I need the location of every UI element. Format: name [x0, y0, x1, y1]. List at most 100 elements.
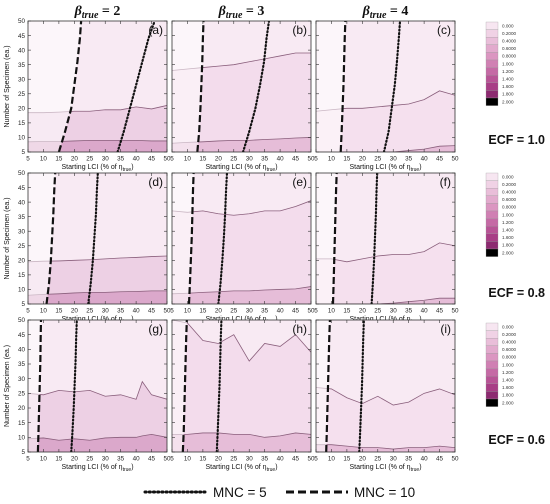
x-axis-label-main: Starting LCI (% of η: [349, 164, 410, 171]
colorbar-3: 0.000 0.2000 0.4000 0.6000 0.8000 1.000 1.200 1…: [485, 322, 516, 407]
x-tick-label: 10: [40, 456, 48, 463]
x-tick-label: 5: [314, 456, 318, 463]
x-tick-label: 50: [451, 308, 459, 315]
colorbar-label: 1.800: [502, 92, 514, 97]
x-axis-label-end: ): [275, 164, 277, 171]
x-tick-label: 20: [215, 156, 223, 163]
colorbar-label: 0.8000: [502, 54, 516, 59]
x-tick-label: 50: [451, 456, 459, 463]
panel-letter: (i): [440, 322, 451, 336]
y-tick-label: 40: [18, 199, 26, 206]
x-axis-label-end: ): [131, 464, 133, 471]
colorbar-swatch: [485, 21, 499, 30]
contour-band-2: [28, 290, 167, 304]
x-tick-label: 35: [261, 456, 269, 463]
y-tick-label: 25: [18, 243, 26, 250]
x-tick-label: 30: [102, 456, 110, 463]
beta-subscript: true: [82, 10, 99, 21]
x-axis-label-main: Starting LCI (% of η: [205, 316, 266, 323]
y-tick-label: 10: [18, 435, 26, 442]
colorbar-label: 0.000: [502, 23, 514, 28]
panel-frame: [315, 172, 456, 305]
x-axis-label-sub: true: [123, 467, 132, 473]
x-tick-label: 20: [215, 456, 223, 463]
panel-frame: [315, 20, 456, 153]
colorbar-label: 0.2000: [502, 31, 516, 36]
x-tick-label: 25: [230, 156, 238, 163]
colorbar-label: 1.400: [502, 77, 514, 82]
x-tick-label: 20: [71, 456, 79, 463]
x-tick-label: 15: [343, 308, 351, 315]
contour-layer: [316, 21, 455, 152]
colorbar-swatch: [485, 322, 499, 331]
contour-line-1: [316, 387, 455, 406]
colorbar-label: 2.000: [502, 99, 514, 104]
panel-b: 5 10 15 20 25 30 35 40 45 50 (b) Starting LCI (% of…: [170, 20, 315, 173]
colorbar-label: 1.200: [502, 370, 514, 375]
x-tick-label: 40: [421, 456, 429, 463]
x-tick-label: 20: [71, 156, 79, 163]
mnc5-dotted-curve: [382, 21, 402, 152]
contour-band-1: [172, 200, 311, 304]
colorbar-swatch: [485, 210, 499, 219]
panel-letter: (b): [292, 23, 307, 37]
x-axis-label: Starting LCI (% of ηtrue): [205, 464, 277, 473]
x-axis-label: Starting LCI (% of ηtrue): [61, 164, 133, 173]
legend: MNC = 5 MNC = 10: [143, 485, 415, 500]
colorbar-label: 2.000: [502, 400, 514, 405]
x-axis-label-sub: true: [123, 167, 132, 173]
x-tick-label: 20: [71, 308, 79, 315]
x-tick-label: 30: [246, 456, 254, 463]
colorbar-label: 0.4000: [502, 190, 516, 195]
colorbar-label: 0.000: [502, 174, 514, 179]
x-tick-label: 25: [230, 456, 238, 463]
x-tick-label: 30: [246, 156, 254, 163]
mnc5-dotted-curve: [241, 21, 271, 152]
x-tick-label: 25: [374, 156, 382, 163]
contour-layer: [316, 320, 455, 452]
beta-subscript: true: [226, 10, 243, 21]
colorbar-swatch: [485, 233, 499, 242]
x-axis-label-main: Starting LCI (% of η: [205, 164, 266, 171]
x-tick-label: 35: [117, 308, 125, 315]
x-tick-label: 25: [86, 156, 94, 163]
colorbar-swatch: [485, 241, 499, 250]
row-labels: ECF = 1.0 ECF = 0.8 ECF = 0.6: [488, 133, 545, 447]
x-tick-label: 20: [359, 456, 367, 463]
y-tick-label: 15: [18, 420, 26, 427]
colorbar-label: 1.400: [502, 228, 514, 233]
y-tick-label: 25: [18, 391, 26, 398]
x-tick-label: 45: [292, 308, 300, 315]
panel-letter: (g): [148, 322, 163, 336]
mnc10-dashed-curve: [36, 320, 43, 452]
mnc5-dotted-curve: [87, 173, 99, 304]
colorbar-label: 1.800: [502, 393, 514, 398]
mnc5-dotted-curve: [215, 320, 223, 452]
panel-h: 5 10 15 20 25 30 35 40 45 50 (h) Starting LCI (% of…: [170, 319, 315, 473]
x-tick-label: 50: [307, 456, 315, 463]
y-tick-label: 30: [18, 228, 26, 235]
panel-frame: [171, 172, 312, 305]
beta-symbol: β: [218, 4, 227, 19]
x-tick-label: 15: [199, 456, 207, 463]
x-axis-label-end: ): [131, 316, 133, 323]
contour-band-1: [172, 53, 311, 152]
x-tick-label: 10: [40, 308, 48, 315]
x-axis-label-main: Starting LCI (% of η: [61, 164, 122, 171]
contour-line-2: [316, 297, 455, 304]
x-tick-label: 15: [55, 456, 63, 463]
y-tick-label: 50: [18, 18, 26, 25]
panel-letter: (a): [148, 23, 163, 37]
colorbar-swatch: [485, 188, 499, 196]
panel-frame: [315, 319, 456, 453]
mnc10-dashed-curve: [187, 173, 195, 304]
panel-letter: (d): [148, 175, 163, 189]
colorbar-swatch: [485, 172, 499, 181]
x-axis-label-sub: true: [267, 167, 276, 173]
x-tick-label: 30: [102, 156, 110, 163]
beta-symbol: β: [74, 4, 83, 19]
mnc10-dashed-curve: [325, 320, 331, 452]
x-tick-label: 5: [170, 456, 174, 463]
colorbar-swatch: [485, 330, 499, 339]
colorbar-label: 0.8000: [502, 205, 516, 210]
